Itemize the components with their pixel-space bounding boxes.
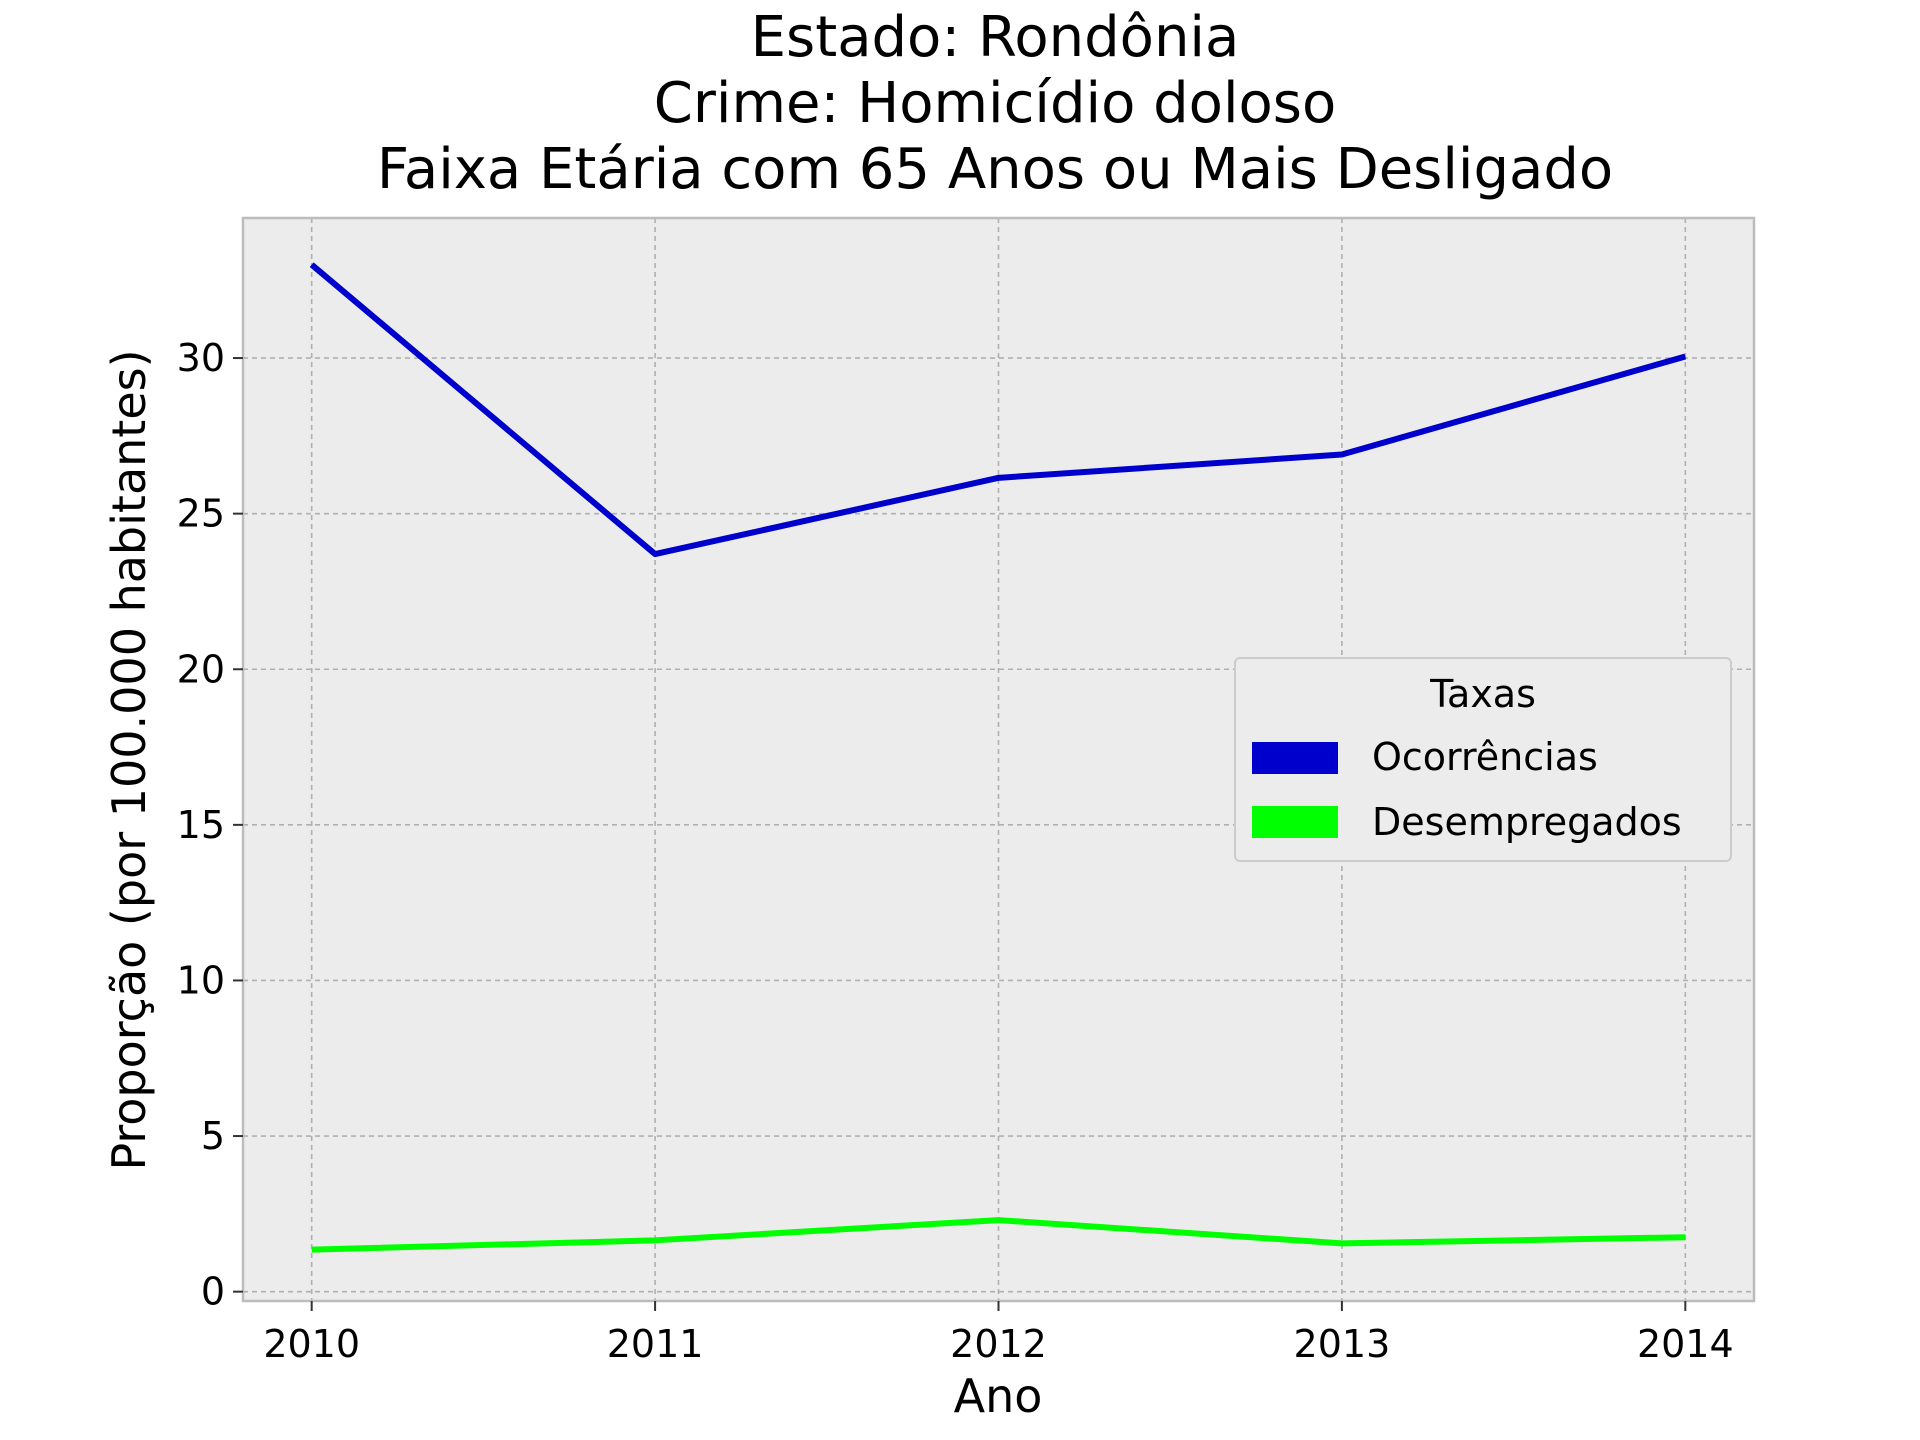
x-axis-label: Ano bbox=[954, 1369, 1043, 1423]
series-line-1 bbox=[311, 1217, 1686, 1253]
x-tick-label: 2013 bbox=[1294, 1322, 1391, 1366]
tick-layer: 2010 2011 2012 2013 2014 0 5 10 15 20 25 30 bbox=[177, 336, 1734, 1366]
series-layer bbox=[309, 262, 1687, 1253]
x-tick-label: 2010 bbox=[263, 1322, 360, 1366]
legend-swatch-ocorrencias bbox=[1252, 742, 1338, 774]
x-tick-label: 2011 bbox=[607, 1322, 704, 1366]
chart-title: Estado: Rondônia Crime: Homicídio doloso… bbox=[377, 5, 1613, 202]
y-tick-label: 5 bbox=[201, 1114, 225, 1158]
y-tick-label: 20 bbox=[177, 647, 225, 691]
x-tick-label: 2014 bbox=[1637, 1322, 1734, 1366]
legend-title: Taxas bbox=[1429, 672, 1536, 716]
y-tick-label: 30 bbox=[177, 336, 225, 380]
legend: Taxas Ocorrências Desempregados bbox=[1234, 657, 1732, 862]
legend-box bbox=[1234, 657, 1732, 862]
title-line-2: Crime: Homicídio doloso bbox=[654, 71, 1336, 136]
title-line-3: Faixa Etária com 65 Anos ou Mais Desliga… bbox=[377, 137, 1613, 202]
y-tick-label: 0 bbox=[201, 1270, 225, 1314]
legend-label-ocorrencias: Ocorrências bbox=[1372, 735, 1598, 779]
title-line-1: Estado: Rondônia bbox=[751, 5, 1240, 70]
y-tick-label: 25 bbox=[177, 492, 225, 536]
y-tick-label: 10 bbox=[177, 958, 225, 1002]
legend-swatch-desempregados bbox=[1252, 806, 1338, 838]
legend-label-desempregados: Desempregados bbox=[1372, 800, 1682, 844]
x-tick-label: 2012 bbox=[950, 1322, 1047, 1366]
series-line-0 bbox=[309, 262, 1687, 558]
y-axis-label: Proporção (por 100.000 habitantes) bbox=[102, 349, 156, 1170]
y-tick-label: 15 bbox=[177, 803, 225, 847]
